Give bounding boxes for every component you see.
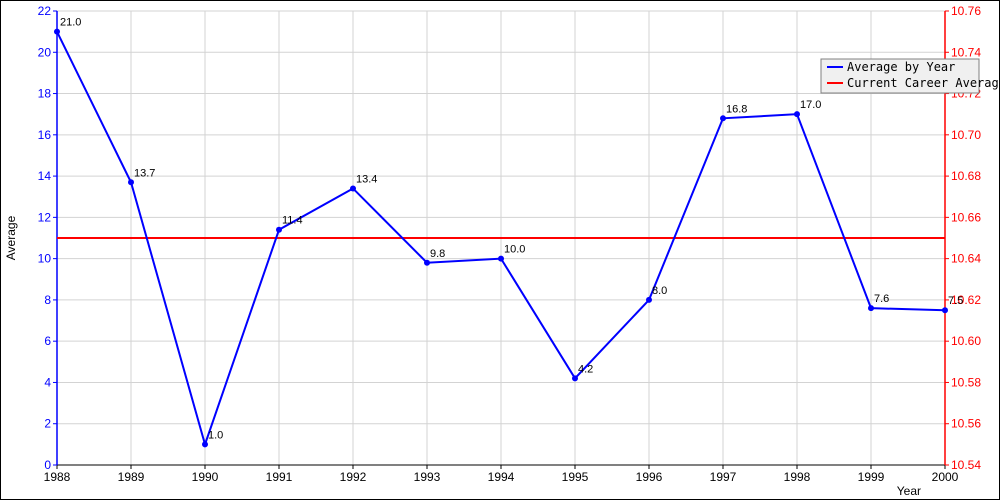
y-right-tick-label: 10.70 [951,128,981,142]
y-left-tick-label: 22 [38,4,52,18]
data-point [424,260,430,266]
legend-label: Average by Year [847,60,955,74]
y-right-tick-label: 10.54 [951,458,981,472]
data-point [202,441,208,447]
data-point-label: 21.0 [60,17,81,29]
data-point-label: 4.2 [578,363,593,375]
y-left-tick-label: 14 [38,169,52,183]
data-point [572,375,578,381]
y-right-tick-label: 10.74 [951,45,981,59]
x-tick-label: 2000 [932,470,959,484]
data-point-label: 7.6 [874,293,889,305]
y-right-tick-label: 10.76 [951,4,981,18]
y-left-tick-label: 12 [38,210,52,224]
y-left-tick-label: 16 [38,128,52,142]
data-point [276,227,282,233]
y-left-tick-label: 2 [44,417,51,431]
x-tick-label: 1995 [562,470,589,484]
x-tick-label: 1992 [340,470,367,484]
y-left-tick-label: 4 [44,375,51,389]
x-tick-label: 1996 [636,470,663,484]
data-point-label: 17.0 [800,99,821,111]
data-point-label: 10.0 [504,244,525,256]
x-tick-label: 1988 [44,470,71,484]
y-left-tick-label: 0 [44,458,51,472]
x-axis-title: Year [897,484,921,498]
x-tick-label: 1990 [192,470,219,484]
y-left-tick-label: 6 [44,334,51,348]
y-left-tick-label: 20 [38,45,52,59]
y-right-tick-label: 10.64 [951,252,981,266]
x-tick-label: 1993 [414,470,441,484]
data-point-label: 11.4 [282,215,303,227]
x-tick-label: 1999 [858,470,885,484]
y-left-tick-label: 10 [38,252,52,266]
data-point-label: 8.0 [652,285,667,297]
chart-svg: 1988 1989 1990 1991 1992 1993 1994 1995 1996 1997… [1,1,999,499]
data-point-label: 7.5 [948,295,963,307]
x-tick-label: 1991 [266,470,293,484]
y-right-tick-label: 10.60 [951,334,981,348]
data-point [498,256,504,262]
data-point [720,115,726,121]
y-right-tick-label: 10.68 [951,169,981,183]
data-point-label: 1.0 [208,429,223,441]
data-point [128,179,134,185]
x-tick-label: 1998 [784,470,811,484]
y-right-tick-label: 10.56 [951,417,981,431]
legend-label: Current Career Average [847,76,999,90]
line-chart: 1988 1989 1990 1991 1992 1993 1994 1995 1996 1997… [0,0,1000,500]
data-point [350,185,356,191]
data-point-label: 13.4 [356,173,377,185]
x-tick-label: 1994 [488,470,515,484]
data-point [794,111,800,117]
y-left-tick-label: 18 [38,87,52,101]
data-point-label: 9.8 [430,248,445,260]
data-point-label: 16.8 [726,103,747,115]
data-point [942,307,948,313]
y-right-tick-label: 10.58 [951,375,981,389]
data-point-label: 13.7 [134,167,155,179]
y-left-tick-label: 8 [44,293,51,307]
x-tick-label: 1997 [710,470,737,484]
x-tick-label: 1989 [118,470,145,484]
y-axis-title: Average [4,215,18,260]
data-point [54,29,60,35]
data-point [868,305,874,311]
data-point [646,297,652,303]
y-right-tick-label: 10.66 [951,210,981,224]
